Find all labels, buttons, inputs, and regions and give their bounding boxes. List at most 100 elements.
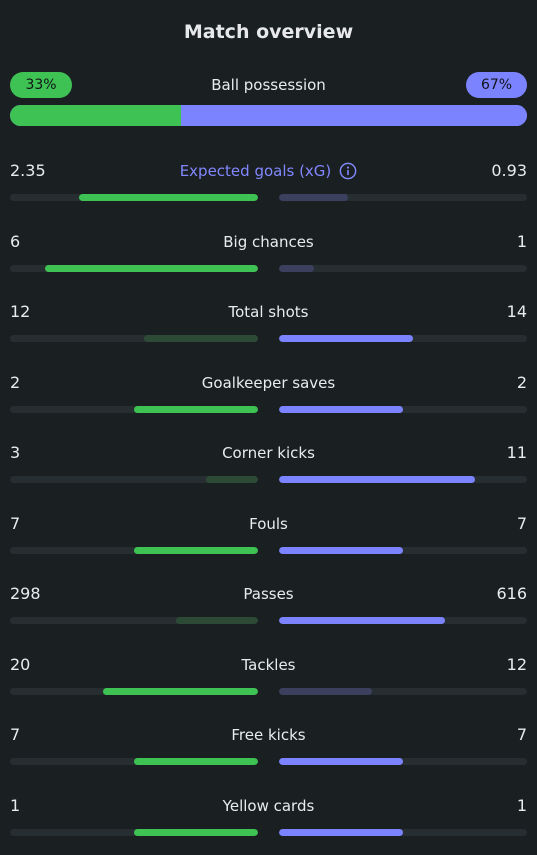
stat-home-bar: [134, 828, 258, 836]
stat-home-track: [10, 546, 258, 554]
stat-away-track: [279, 476, 527, 483]
stat-home-track: [10, 687, 258, 695]
stat-home-track: [10, 828, 258, 836]
stat-row-big-chances: 6 Big chances 1: [10, 221, 527, 292]
stat-home-value: 7: [10, 725, 21, 744]
stat-label: Goalkeeper saves: [10, 372, 527, 394]
stat-away-track: [279, 687, 527, 695]
stat-row-passes: 298 Passes 616: [10, 573, 527, 644]
stat-home-track: [10, 335, 258, 342]
stat-label-text: Expected goals (xG): [179, 162, 332, 180]
stat-label-text: Yellow cards: [222, 796, 315, 815]
stat-home-bar: [143, 335, 258, 342]
stat-row-fouls: 7 Fouls 7: [10, 503, 527, 574]
possession-section: 33% Ball possession 67%: [10, 45, 527, 126]
page-title: Match overview: [183, 21, 354, 43]
stat-home-track: [10, 476, 258, 483]
stat-away-value: 12: [506, 654, 527, 674]
stat-row-expected-goals-xg: 2.35 Expected goals (xG) 0.93: [10, 150, 527, 221]
stat-away-track: [279, 264, 527, 272]
stat-label: Expected goals (xG): [10, 160, 527, 182]
stats-list: 2.35 Expected goals (xG) 0.93 6 Big chances 1…: [10, 150, 527, 855]
stat-row-corner-kicks: 3 Corner kicks 11: [10, 432, 527, 503]
stat-label: Corner kicks: [10, 442, 527, 464]
stat-home-track: [10, 194, 258, 201]
possession-label: Ball possession: [211, 76, 326, 94]
stat-row-total-shots: 12 Total shots 14: [10, 291, 527, 362]
stat-home-value: 2.35: [10, 161, 46, 180]
stat-away-bar: [279, 194, 349, 201]
stat-row-tackles: 20 Tackles 12: [10, 644, 527, 715]
stat-home-value: 12: [10, 302, 31, 321]
home-possession-badge: 33%: [10, 72, 72, 98]
stat-away-value: 0.93: [491, 161, 527, 180]
stat-home-bar: [176, 617, 258, 624]
stat-home-value: 3: [10, 443, 21, 462]
stat-home-value: 7: [10, 513, 21, 533]
stat-label-text: Goalkeeper saves: [201, 373, 336, 392]
stat-away-bar: [279, 617, 446, 624]
stat-label: Fouls: [10, 513, 527, 535]
stat-home-bar: [103, 687, 258, 695]
stat-home-bar: [79, 194, 258, 201]
possession-bar-away: [180, 105, 527, 126]
stat-away-track: [279, 546, 527, 554]
stat-label: Free kicks: [10, 724, 527, 746]
stat-label-text: Passes: [243, 585, 294, 603]
stat-away-track: [279, 828, 527, 836]
stat-label-text: Fouls: [249, 514, 288, 533]
stat-away-value: 1: [516, 231, 527, 251]
info-icon[interactable]: [339, 162, 357, 180]
stat-away-bar: [279, 335, 413, 342]
stat-away-bar: [279, 828, 403, 836]
stat-label-text: Big chances: [223, 232, 314, 251]
stat-away-value: 616: [496, 584, 527, 603]
stat-home-track: [10, 405, 258, 413]
stat-label: Passes: [10, 583, 527, 605]
stat-label-text: Corner kicks: [222, 444, 315, 462]
stat-home-bar: [134, 546, 258, 554]
stat-away-bar: [279, 405, 403, 413]
stat-away-bar: [279, 687, 372, 695]
stat-home-value: 6: [10, 231, 21, 251]
stat-label-text: Total shots: [228, 303, 309, 321]
stat-away-track: [279, 405, 527, 413]
stat-row-yellow-cards: 1 Yellow cards 1: [10, 785, 527, 855]
stat-away-bar: [279, 758, 403, 765]
stat-label: Big chances: [10, 231, 527, 253]
stat-label: Total shots: [10, 301, 527, 323]
stat-home-bar: [134, 758, 258, 765]
stat-away-track: [279, 335, 527, 342]
stat-away-bar: [279, 264, 314, 272]
stat-away-value: 7: [516, 513, 527, 533]
stat-home-value: 1: [10, 795, 21, 815]
away-possession-badge: 67%: [466, 72, 527, 98]
stat-home-value: 20: [10, 654, 31, 674]
stat-away-track: [279, 758, 527, 765]
stat-home-bar: [44, 264, 258, 272]
stat-away-bar: [279, 546, 403, 554]
stat-row-goalkeeper-saves: 2 Goalkeeper saves 2: [10, 362, 527, 433]
stat-home-track: [10, 758, 258, 765]
stat-label: Yellow cards: [10, 795, 527, 817]
stat-home-track: [10, 264, 258, 272]
stat-away-value: 1: [516, 795, 527, 815]
stat-away-value: 7: [516, 725, 527, 744]
stat-away-value: 14: [506, 302, 527, 321]
stat-away-track: [279, 617, 527, 624]
stat-home-track: [10, 617, 258, 624]
stat-label-text: Free kicks: [231, 726, 306, 744]
possession-bar: [10, 105, 527, 126]
possession-bar-home: [10, 105, 181, 126]
stat-label-text: Tackles: [241, 655, 296, 674]
stat-row-free-kicks: 7 Free kicks 7: [10, 714, 527, 785]
stat-label: Tackles: [10, 654, 527, 676]
stat-home-bar: [134, 405, 258, 413]
stat-away-value: 11: [506, 443, 527, 462]
stat-home-value: 2: [10, 372, 21, 392]
stat-away-track: [279, 194, 527, 201]
stat-away-bar: [279, 476, 475, 483]
stat-home-bar: [205, 476, 258, 483]
stat-away-value: 2: [516, 372, 527, 392]
stat-home-value: 298: [10, 584, 41, 603]
